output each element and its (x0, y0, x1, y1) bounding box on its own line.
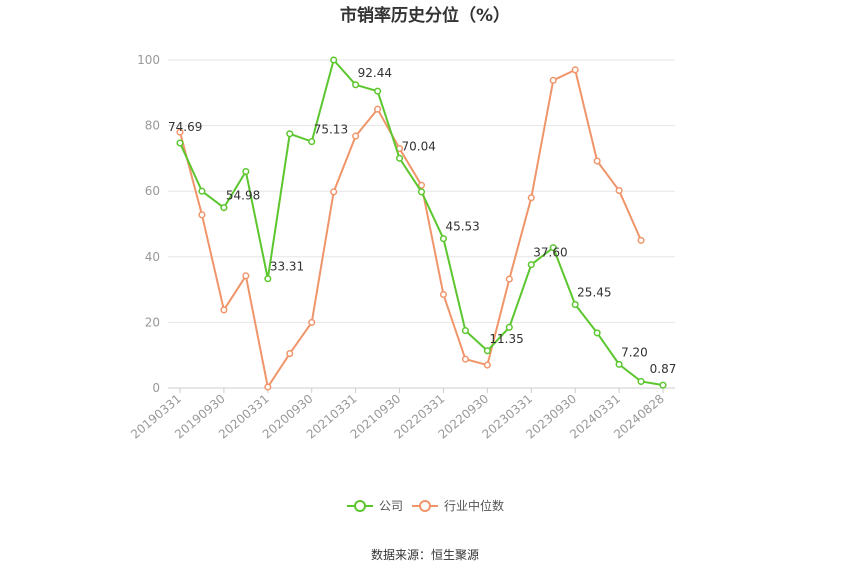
data-labels: 74.69 54.98 33.31 75.13 92.44 70.04 45.53 11.35… (168, 66, 676, 376)
y-tick-label: 20 (145, 315, 160, 329)
legend-item-company[interactable]: 公司 (347, 499, 403, 513)
data-point[interactable] (549, 244, 557, 252)
data-label: 74.69 (168, 120, 202, 134)
data-point[interactable] (483, 347, 491, 355)
data-point[interactable] (571, 66, 579, 74)
data-point[interactable] (549, 76, 557, 84)
data-point[interactable] (527, 194, 535, 202)
data-point[interactable] (198, 211, 206, 219)
data-point[interactable] (264, 383, 272, 391)
y-tick-label: 80 (145, 119, 160, 133)
y-tick-label: 0 (152, 381, 160, 395)
data-point[interactable] (242, 272, 250, 280)
data-point[interactable] (242, 167, 250, 176)
y-tick-label: 40 (145, 250, 160, 264)
data-point[interactable] (615, 186, 623, 195)
data-source: 数据来源：恒生聚源 (371, 547, 479, 562)
data-point[interactable] (374, 105, 382, 113)
data-point[interactable] (637, 377, 645, 385)
data-label: 92.44 (358, 66, 392, 80)
data-point[interactable] (615, 360, 623, 368)
data-point[interactable] (593, 329, 601, 337)
data-point[interactable] (439, 290, 448, 299)
legend-item-industry[interactable]: 行业中位数 (412, 498, 504, 513)
series-line-0 (179, 59, 664, 387)
data-point[interactable] (264, 275, 272, 283)
data-point[interactable] (286, 130, 294, 138)
data-point[interactable] (483, 361, 491, 369)
data-label: 11.35 (489, 332, 523, 346)
data-point[interactable] (461, 327, 469, 335)
data-label: 25.45 (577, 286, 611, 300)
data-point[interactable] (286, 350, 294, 358)
chart-title: 市销率历史分位（%） (340, 5, 510, 26)
data-point[interactable] (330, 188, 338, 196)
data-point[interactable] (308, 318, 316, 326)
data-point[interactable] (637, 236, 645, 244)
data-point[interactable] (395, 154, 404, 162)
data-point[interactable] (176, 139, 184, 147)
data-point[interactable] (374, 87, 382, 95)
data-label: 37.60 (533, 246, 567, 260)
data-point[interactable] (417, 188, 426, 196)
data-point[interactable] (220, 306, 228, 314)
data-point[interactable] (176, 128, 184, 136)
data-point[interactable] (330, 56, 338, 64)
y-tick-label: 100 (137, 53, 160, 67)
data-point[interactable] (352, 132, 360, 140)
data-point[interactable] (659, 381, 667, 389)
data-point[interactable] (505, 275, 513, 283)
data-point[interactable] (461, 355, 469, 363)
data-label: 7.20 (621, 345, 648, 359)
data-label: 54.98 (226, 189, 260, 203)
data-point[interactable] (352, 81, 360, 89)
data-point[interactable] (198, 187, 206, 195)
data-label: 0.87 (650, 362, 677, 376)
legend-marker-industry (419, 500, 431, 512)
legend-label-industry: 行业中位数 (444, 498, 504, 513)
legend[interactable]: 公司 行业中位数 (347, 498, 504, 513)
x-axis: 2019033120190930202003312020093020210331… (128, 387, 675, 442)
legend-label-company: 公司 (379, 499, 403, 513)
data-point[interactable] (308, 138, 316, 146)
legend-marker-company (354, 500, 366, 512)
data-label: 70.04 (402, 139, 436, 153)
series-layer (176, 56, 667, 391)
data-point[interactable] (571, 300, 579, 309)
data-point[interactable] (417, 181, 426, 189)
data-point[interactable] (505, 323, 513, 331)
data-point[interactable] (527, 261, 535, 269)
data-label: 75.13 (314, 123, 348, 137)
y-axis: 0 20 40 60 80 100 (137, 53, 160, 395)
grid (168, 59, 675, 389)
data-point[interactable] (220, 204, 228, 212)
data-point[interactable] (593, 157, 601, 165)
data-label: 33.31 (270, 260, 304, 274)
series-line-1 (179, 68, 642, 389)
y-tick-label: 60 (145, 184, 160, 198)
data-label: 45.53 (445, 220, 479, 234)
data-point[interactable] (439, 235, 448, 243)
